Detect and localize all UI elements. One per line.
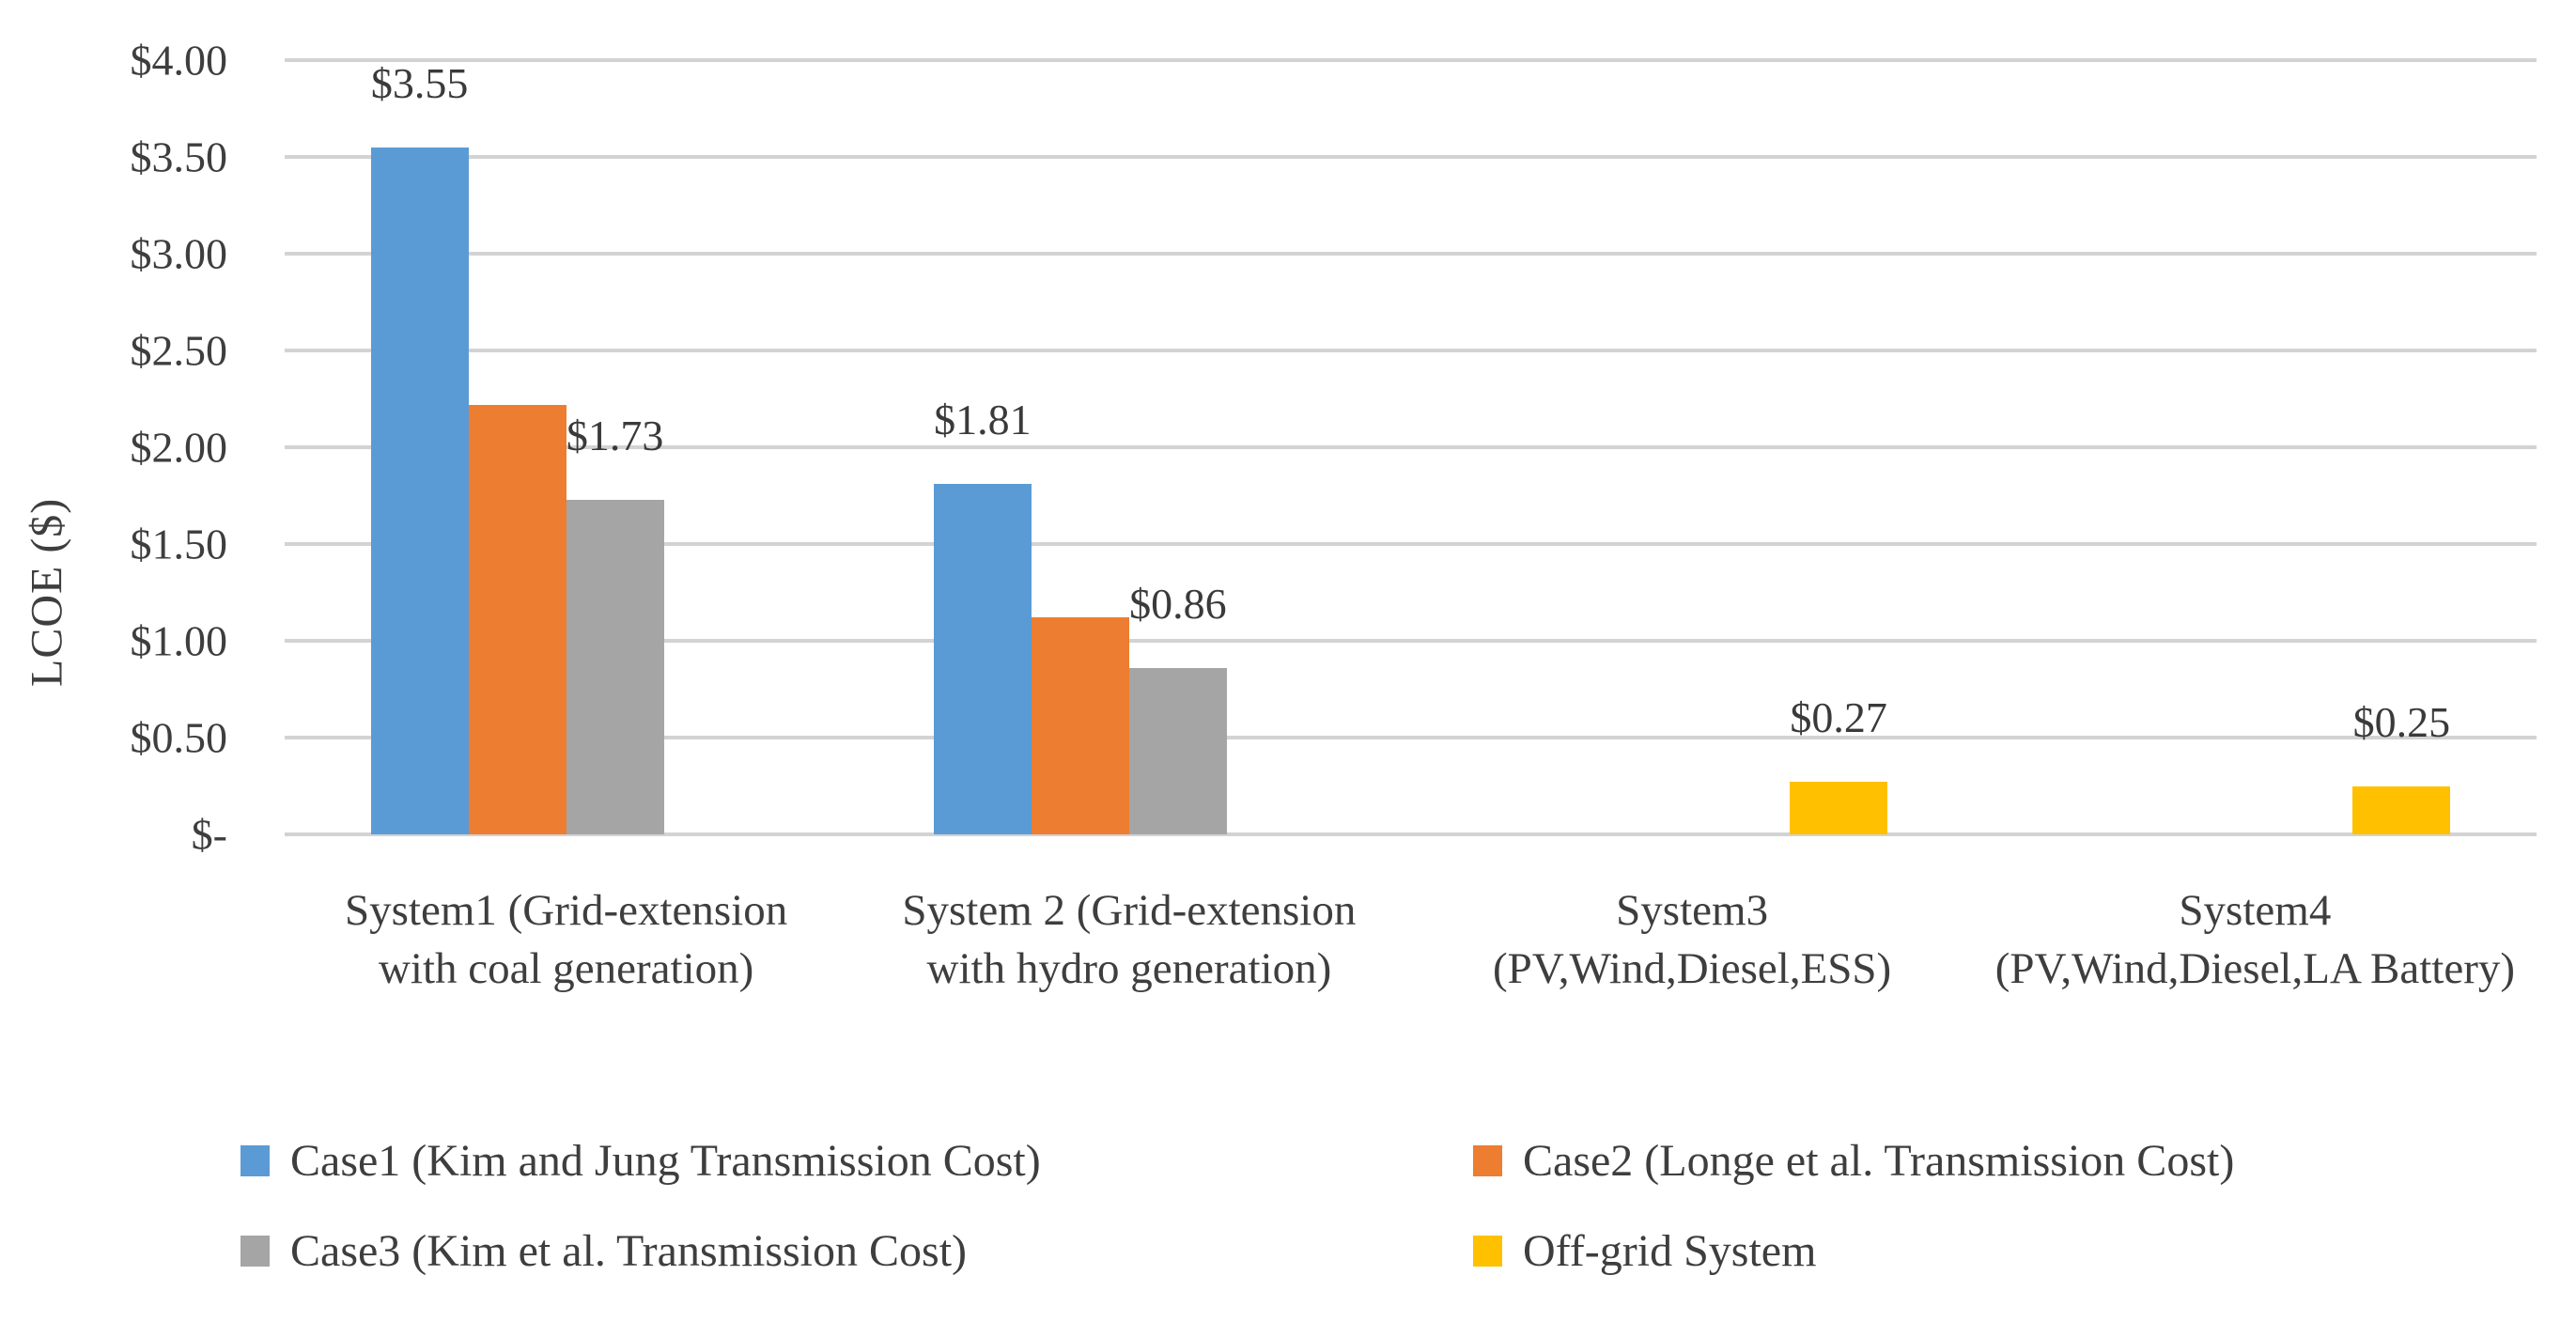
plot-area: $3.55 $1.73 $1.81 $0.86 $0.27 $0.25 bbox=[285, 58, 2537, 836]
bar-group: $3.55 $1.73 bbox=[285, 58, 847, 834]
bar-value-label: $1.81 bbox=[934, 396, 1032, 444]
category-label-text: System3 (PV,Wind,Diesel,ESS) bbox=[1493, 886, 1892, 994]
gridline bbox=[285, 58, 2537, 62]
bar-value-label: $0.25 bbox=[2352, 697, 2451, 746]
bar-slot bbox=[1692, 60, 1790, 834]
category-label-text: System4 (PV,Wind,Diesel,LA Battery) bbox=[1994, 886, 2516, 994]
x-axis-labels: System1 (Grid-extension with coal genera… bbox=[285, 881, 2537, 998]
bar-value-label: $1.73 bbox=[566, 411, 664, 459]
legend-label: Case1 (Kim and Jung Transmission Cost) bbox=[290, 1135, 1041, 1186]
y-tick-label: $3.50 bbox=[130, 132, 228, 181]
y-tick-label: $1.50 bbox=[130, 520, 228, 568]
bar-slot bbox=[1227, 60, 1325, 834]
legend-marker bbox=[241, 1235, 270, 1267]
bar-slot bbox=[2255, 60, 2352, 834]
bar-slot: $0.86 bbox=[1128, 60, 1227, 834]
category-label-text: System 2 (Grid-extension with hydro gene… bbox=[902, 886, 1357, 994]
y-tick-label: $4.00 bbox=[130, 36, 228, 85]
legend-label: Case3 (Kim et al. Transmission Cost) bbox=[290, 1225, 968, 1276]
bar-series3-cat2 bbox=[1128, 667, 1227, 834]
y-tick-label: $2.00 bbox=[130, 423, 228, 472]
gridline bbox=[285, 639, 2537, 643]
y-tick-label: $0.50 bbox=[130, 713, 228, 762]
legend: Case1 (Kim and Jung Transmission Cost) Ca… bbox=[241, 1132, 2234, 1279]
category-label: System1 (Grid-extension with coal genera… bbox=[285, 881, 847, 998]
y-axis-tick-labels: $4.00 $3.50 $3.00 $2.50 $2.00 $1.50 $1.00 $0.50… bbox=[0, 37, 228, 859]
bar-slot bbox=[1497, 60, 1594, 834]
y-tick-label: $- bbox=[191, 810, 227, 859]
y-tick-label: $2.50 bbox=[130, 326, 228, 375]
bar-series2-cat1 bbox=[468, 404, 566, 834]
legend-label: Off-grid System bbox=[1523, 1225, 1817, 1276]
category-label: System3 (PV,Wind,Diesel,ESS) bbox=[1411, 881, 1974, 998]
category-label: System4 (PV,Wind,Diesel,LA Battery) bbox=[1974, 881, 2537, 998]
gridline bbox=[285, 349, 2537, 352]
bar-group: $1.81 $0.86 bbox=[847, 60, 1410, 834]
legend-item: Off-grid System bbox=[1473, 1222, 2234, 1279]
gridline bbox=[285, 542, 2537, 546]
bar-slot bbox=[1031, 60, 1129, 834]
legend-marker bbox=[1473, 1235, 1502, 1267]
gridline bbox=[285, 736, 2537, 739]
bar-slot: $1.73 bbox=[566, 60, 664, 834]
bar-series4-cat4 bbox=[2352, 785, 2451, 834]
bar-series1-cat1 bbox=[370, 147, 469, 834]
legend-marker bbox=[1473, 1144, 1502, 1176]
bar-slot: $1.81 bbox=[933, 60, 1032, 834]
bar-value-label: $0.27 bbox=[1790, 693, 1887, 742]
gridline bbox=[285, 445, 2537, 449]
category-label: System 2 (Grid-extension with hydro gene… bbox=[847, 881, 1410, 998]
bar-slot bbox=[664, 60, 762, 834]
gridline bbox=[285, 832, 2537, 836]
legend-item: Case2 (Longe et al. Transmission Cost) bbox=[1473, 1132, 2234, 1189]
legend-label: Case2 (Longe et al. Transmission Cost) bbox=[1523, 1135, 2235, 1186]
category-label-text: System1 (Grid-extension with coal genera… bbox=[345, 886, 788, 994]
bar-slot: $0.25 bbox=[2352, 60, 2451, 834]
y-tick-label: $1.00 bbox=[130, 616, 228, 665]
bar-series1-cat2 bbox=[933, 484, 1032, 834]
bar-group: $0.27 bbox=[1411, 60, 1974, 834]
bar-slot: $0.27 bbox=[1790, 60, 1888, 834]
bars-layer: $3.55 $1.73 $1.81 $0.86 $0.27 $0.25 bbox=[285, 58, 2537, 834]
bar-group: $0.25 bbox=[1974, 60, 2537, 834]
legend-item: Case1 (Kim and Jung Transmission Cost) bbox=[241, 1132, 1473, 1189]
legend-item: Case3 (Kim et al. Transmission Cost) bbox=[241, 1222, 1473, 1279]
bar-series3-cat1 bbox=[566, 499, 664, 834]
bar-slot bbox=[2059, 60, 2157, 834]
y-tick-label: $3.00 bbox=[130, 229, 228, 278]
bar-slot bbox=[1594, 60, 1692, 834]
bar-slot bbox=[2157, 60, 2255, 834]
bar-slot: $3.55 bbox=[370, 58, 469, 834]
gridline bbox=[285, 252, 2537, 256]
bar-series2-cat2 bbox=[1031, 617, 1129, 834]
bar-slot bbox=[468, 60, 566, 834]
bar-series4-cat3 bbox=[1790, 782, 1888, 834]
legend-marker bbox=[241, 1144, 270, 1176]
bar-value-label: $0.86 bbox=[1129, 579, 1227, 628]
bar-value-label: $3.55 bbox=[370, 58, 469, 107]
gridline bbox=[285, 155, 2537, 159]
